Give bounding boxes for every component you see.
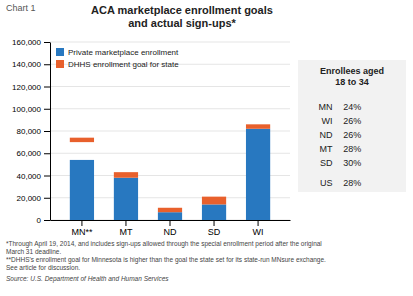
x-tick-mark bbox=[125, 220, 126, 226]
inset-box bbox=[298, 60, 406, 192]
footnotes: *Through April 19, 2014, and includes si… bbox=[6, 240, 326, 283]
legend-swatch bbox=[56, 48, 64, 56]
bar bbox=[246, 124, 270, 128]
legend: Private marketplace enrollment DHHS enrol… bbox=[56, 48, 179, 69]
inset-value: 26% bbox=[343, 130, 361, 140]
legend-item: Private marketplace enrollment bbox=[56, 48, 179, 57]
y-tick-label: 160,000 bbox=[12, 38, 41, 47]
footnote: Source: U.S. Department of Health and Hu… bbox=[6, 275, 169, 283]
bar bbox=[202, 197, 226, 205]
inset-label: SD bbox=[320, 158, 333, 168]
inset-label: MN bbox=[319, 102, 333, 112]
y-axis: 0 20,000 40,000 60,000 80,000 100,000 120,000 1… bbox=[12, 38, 50, 225]
inset-label: WI bbox=[322, 116, 333, 126]
y-tick-label: 60,000 bbox=[17, 149, 42, 158]
x-tick-label: MT bbox=[119, 227, 132, 237]
bars bbox=[70, 124, 270, 220]
footnote: *Through April 19, 2014, and includes si… bbox=[6, 240, 322, 248]
legend-item: DHHS enrollment goal for state bbox=[56, 60, 179, 69]
footnote: See article for discussion. bbox=[6, 264, 80, 271]
inset-title: Enrollees aged18 to 34 bbox=[320, 66, 384, 87]
x-axis: MN** MT ND SD WI bbox=[51, 220, 291, 237]
x-tick: ND bbox=[164, 220, 177, 237]
chart: Chart 1 ACA marketplace enrollment goalsa… bbox=[0, 0, 413, 296]
x-tick-mark bbox=[81, 220, 82, 226]
y-tick: 160,000 bbox=[12, 38, 50, 47]
y-tick: 60,000 bbox=[17, 149, 50, 158]
y-tick-mark bbox=[44, 220, 50, 221]
y-tick: 20,000 bbox=[17, 194, 50, 203]
bar bbox=[246, 129, 270, 220]
x-tick-label: MN** bbox=[71, 227, 92, 237]
bar bbox=[114, 172, 138, 178]
x-tick-mark bbox=[214, 220, 215, 226]
x-tick-mark bbox=[258, 220, 259, 226]
inset-value: 28% bbox=[343, 178, 361, 188]
y-tick-mark bbox=[44, 64, 50, 65]
inset-label: MT bbox=[320, 144, 333, 154]
y-tick-label: 80,000 bbox=[17, 127, 42, 136]
y-tick-label: 0 bbox=[37, 216, 42, 225]
y-tick: 40,000 bbox=[17, 172, 50, 181]
bar bbox=[70, 160, 94, 220]
y-tick-label: 40,000 bbox=[17, 172, 42, 181]
y-tick: 140,000 bbox=[12, 60, 50, 69]
bar bbox=[70, 138, 94, 142]
x-tick-label: ND bbox=[164, 227, 177, 237]
y-tick-mark bbox=[44, 131, 50, 132]
bar bbox=[158, 208, 182, 212]
x-tick-label: WI bbox=[253, 227, 264, 237]
y-axis-line bbox=[50, 43, 51, 221]
footnote: **DHHS's enrollment goal for Minnesota i… bbox=[6, 256, 326, 264]
x-tick: SD bbox=[208, 220, 221, 237]
inset-label: US bbox=[320, 178, 333, 188]
bar bbox=[202, 204, 226, 220]
inset-label: ND bbox=[320, 130, 333, 140]
legend-swatch bbox=[56, 60, 64, 68]
title: ACA marketplace enrollment goalsand actu… bbox=[91, 4, 273, 29]
y-tick-mark bbox=[44, 42, 50, 43]
y-tick-mark bbox=[44, 109, 50, 110]
legend-label: DHHS enrollment goal for state bbox=[68, 60, 179, 69]
y-tick-mark bbox=[44, 87, 50, 88]
y-tick-mark bbox=[44, 176, 50, 177]
x-tick: MT bbox=[119, 220, 132, 237]
inset: Enrollees aged18 to 34 MN 24% WI 26% ND 26% MT 2… bbox=[298, 60, 406, 192]
x-tick: MN** bbox=[71, 220, 92, 237]
grid-line bbox=[50, 86, 290, 87]
inset-value: 28% bbox=[343, 144, 361, 154]
x-tick: WI bbox=[253, 220, 264, 237]
y-tick: 0 bbox=[37, 216, 50, 225]
inset-value: 24% bbox=[343, 102, 361, 112]
x-tick-mark bbox=[170, 220, 171, 226]
inset-value: 30% bbox=[343, 158, 361, 168]
legend-label: Private marketplace enrollment bbox=[68, 48, 179, 57]
y-tick: 80,000 bbox=[17, 127, 50, 136]
y-tick: 120,000 bbox=[12, 83, 50, 92]
grid bbox=[50, 42, 290, 220]
y-tick-label: 20,000 bbox=[17, 194, 42, 203]
y-tick-label: 100,000 bbox=[12, 105, 41, 114]
x-tick-label: SD bbox=[208, 227, 221, 237]
bar bbox=[114, 178, 138, 220]
grid-line bbox=[50, 108, 290, 109]
y-tick: 100,000 bbox=[12, 105, 50, 114]
grid-line bbox=[50, 42, 290, 43]
footnote: March 31 deadline. bbox=[6, 248, 61, 255]
y-tick-label: 140,000 bbox=[12, 60, 41, 69]
bar bbox=[158, 212, 182, 220]
y-tick-mark bbox=[44, 153, 50, 154]
y-tick-mark bbox=[44, 198, 50, 199]
inset-value: 26% bbox=[343, 116, 361, 126]
chart-label: Chart 1 bbox=[6, 3, 36, 13]
y-tick-label: 120,000 bbox=[12, 83, 41, 92]
